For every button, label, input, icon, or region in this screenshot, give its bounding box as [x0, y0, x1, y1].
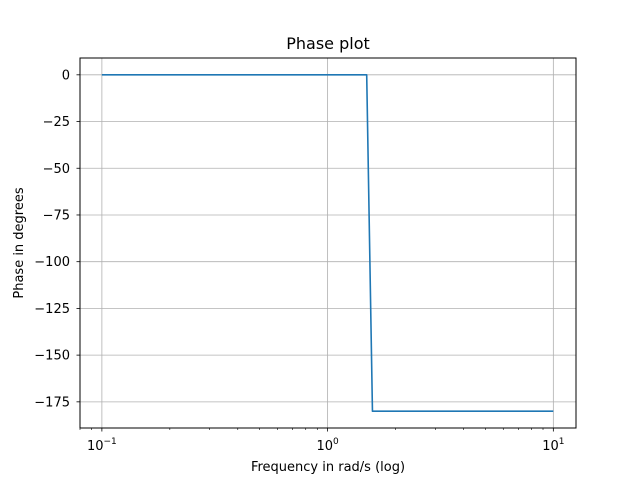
- grid-lines: [80, 58, 576, 428]
- y-tick-label: −25: [43, 115, 70, 130]
- series-lines: [101, 74, 554, 412]
- y-tick-label: −75: [43, 208, 70, 223]
- x-tick-label: 10−1: [87, 437, 117, 454]
- y-axis-title: Phase in degrees: [12, 187, 27, 298]
- y-tick-label: −175: [34, 395, 70, 410]
- x-axis-title: Frequency in rad/s (log): [251, 460, 405, 475]
- y-tick-label: −50: [43, 162, 70, 177]
- y-tick-label: 0: [62, 68, 70, 83]
- y-tick-label: −150: [34, 349, 70, 364]
- x-tick-label: 101: [542, 437, 564, 454]
- axis-ticks: 10−1 100 101 0 −25 −50 −75 −100 −125 −150 −175: [34, 68, 564, 454]
- x-tick-label: 100: [316, 437, 339, 454]
- y-tick-label: −100: [34, 255, 70, 270]
- phase-series-line: [101, 74, 554, 412]
- y-tick-label: −125: [34, 302, 70, 317]
- chart-title: Phase plot: [286, 34, 370, 53]
